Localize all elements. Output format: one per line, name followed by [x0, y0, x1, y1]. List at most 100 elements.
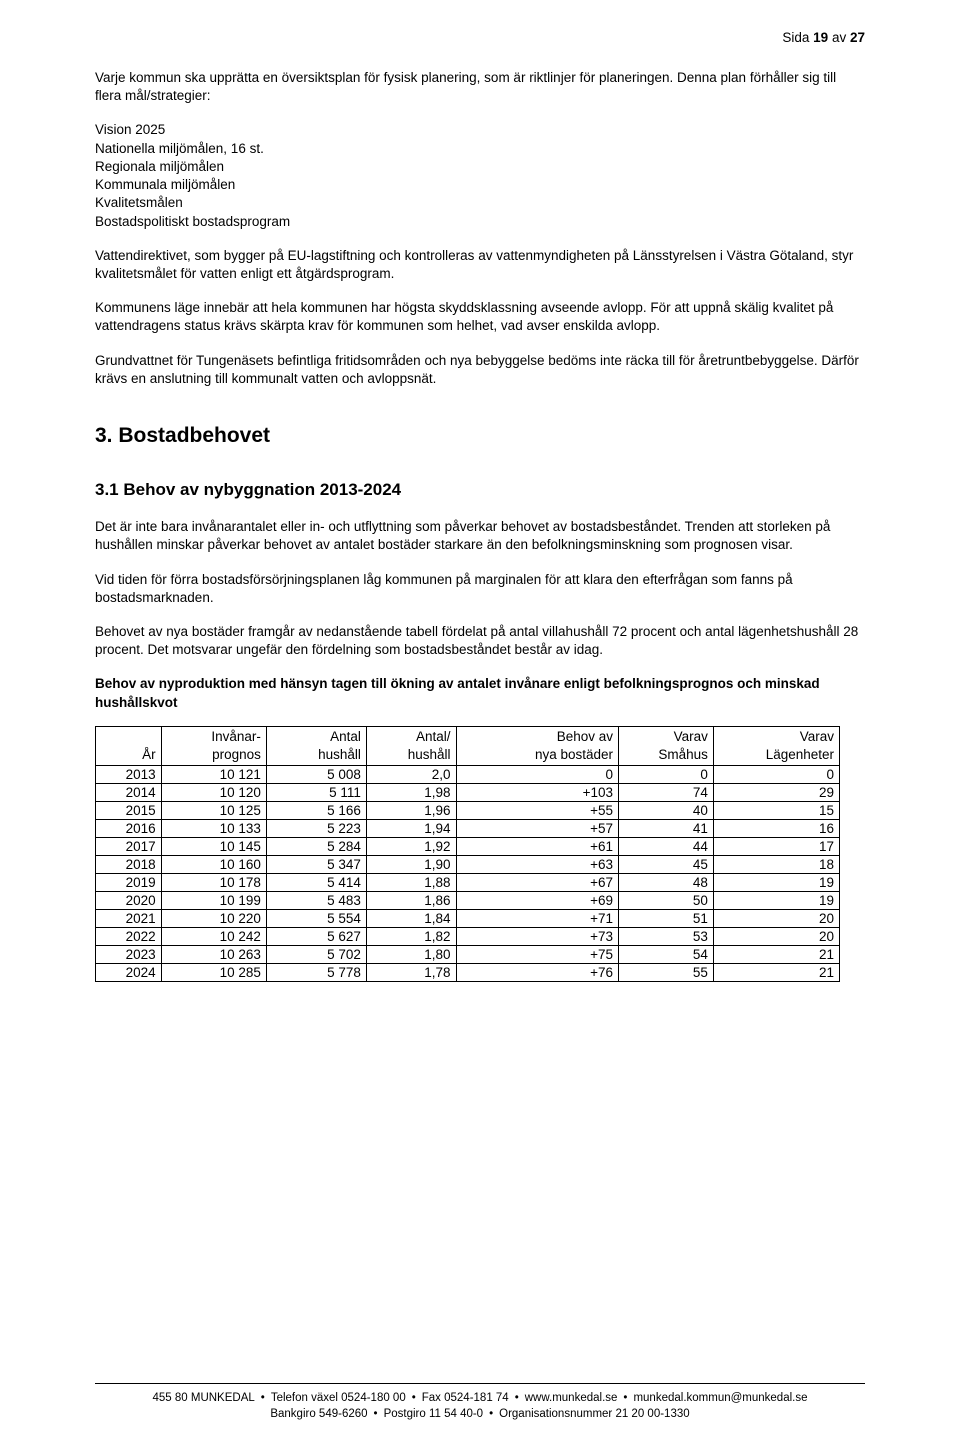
table-cell: 2014: [96, 784, 162, 802]
bullet-icon: •: [374, 1406, 378, 1422]
header-suffix: av: [828, 30, 850, 45]
table-cell: 1,92: [366, 838, 456, 856]
table-cell: +75: [456, 946, 619, 964]
table-row: 202210 2425 6271,82+735320: [96, 928, 840, 946]
table-cell: 1,98: [366, 784, 456, 802]
table-cell: 10 285: [161, 964, 266, 982]
header-bottom-line: hushåll: [272, 746, 361, 764]
header-prefix: Sida: [782, 30, 813, 45]
table-cell: +63: [456, 856, 619, 874]
table-header-cell: Antalhushåll: [266, 726, 366, 765]
header-bottom-line: År: [101, 746, 156, 764]
header-bottom-line: prognos: [167, 746, 261, 764]
table-cell: 0: [456, 766, 619, 784]
table-cell: +71: [456, 910, 619, 928]
footer-line-2: Bankgiro 549-6260•Postgiro 11 54 40-0•Or…: [40, 1406, 920, 1422]
table-cell: +67: [456, 874, 619, 892]
table-head: ÅrInvånar-prognosAntalhushållAntal/hushå…: [96, 726, 840, 765]
table-cell: 48: [619, 874, 714, 892]
table-body: 201310 1215 0082,0000201410 1205 1111,98…: [96, 766, 840, 982]
table-cell: 54: [619, 946, 714, 964]
table-cell: 19: [713, 892, 839, 910]
table-cell: 40: [619, 802, 714, 820]
table-row: 201410 1205 1111,98+1037429: [96, 784, 840, 802]
footer-postgiro: Postgiro 11 54 40-0: [384, 1408, 484, 1420]
table-cell: 74: [619, 784, 714, 802]
table-cell: 2024: [96, 964, 162, 982]
table-cell: 21: [713, 964, 839, 982]
list-block: Vision 2025 Nationella miljömålen, 16 st…: [95, 121, 865, 230]
table-cell: 2021: [96, 910, 162, 928]
table-cell: 1,88: [366, 874, 456, 892]
table-cell: 1,86: [366, 892, 456, 910]
table-cell: 15: [713, 802, 839, 820]
table-cell: 5 284: [266, 838, 366, 856]
table-cell: 1,80: [366, 946, 456, 964]
footer-address: 455 80 MUNKEDAL: [153, 1392, 255, 1404]
table-cell: 5 778: [266, 964, 366, 982]
list-item: Kommunala miljömålen: [95, 176, 865, 194]
table-header-cell: VaravSmåhus: [619, 726, 714, 765]
table-cell: 2023: [96, 946, 162, 964]
table-cell: 1,94: [366, 820, 456, 838]
table-cell: 2022: [96, 928, 162, 946]
table-cell: +103: [456, 784, 619, 802]
table-row: 202010 1995 4831,86+695019: [96, 892, 840, 910]
table-cell: 2019: [96, 874, 162, 892]
table-cell: 10 133: [161, 820, 266, 838]
table-cell: 1,78: [366, 964, 456, 982]
header-bottom-line: hushåll: [372, 746, 451, 764]
table-cell: 10 220: [161, 910, 266, 928]
heading-2: 3. Bostadbehovet: [95, 424, 865, 448]
table-header-cell: VaravLägenheter: [713, 726, 839, 765]
list-item: Vision 2025: [95, 121, 865, 139]
table-cell: 0: [619, 766, 714, 784]
page-total: 27: [850, 30, 865, 45]
table-cell: 10 242: [161, 928, 266, 946]
page-header: Sida 19 av 27: [95, 30, 865, 45]
table-row: 201610 1335 2231,94+574116: [96, 820, 840, 838]
table-header-cell: År: [96, 726, 162, 765]
table-cell: 17: [713, 838, 839, 856]
table-row: 201710 1455 2841,92+614417: [96, 838, 840, 856]
table-cell: 2016: [96, 820, 162, 838]
table-cell: 18: [713, 856, 839, 874]
header-top-line: Invånar-: [167, 728, 261, 746]
header-bottom-line: nya bostäder: [462, 746, 614, 764]
table-cell: 5 008: [266, 766, 366, 784]
table-cell: 44: [619, 838, 714, 856]
table-cell: 5 554: [266, 910, 366, 928]
table-cell: 1,90: [366, 856, 456, 874]
table-cell: 5 166: [266, 802, 366, 820]
table-row: 201310 1215 0082,0000: [96, 766, 840, 784]
table-cell: 5 414: [266, 874, 366, 892]
document-page: Sida 19 av 27 Varje kommun ska upprätta …: [0, 0, 960, 1442]
table-cell: 5 702: [266, 946, 366, 964]
footer-line-1: 455 80 MUNKEDAL•Telefon växel 0524-180 0…: [40, 1390, 920, 1406]
table-row: 201510 1255 1661,96+554015: [96, 802, 840, 820]
data-table: ÅrInvånar-prognosAntalhushållAntal/hushå…: [95, 726, 840, 982]
header-top-line: Behov av: [462, 728, 614, 746]
table-cell: 20: [713, 928, 839, 946]
table-cell: 29: [713, 784, 839, 802]
table-header-cell: Behov avnya bostäder: [456, 726, 619, 765]
table-cell: 10 199: [161, 892, 266, 910]
paragraph: Kommunens läge innebär att hela kommunen…: [95, 299, 865, 335]
footer-email: munkedal.kommun@munkedal.se: [633, 1392, 807, 1404]
header-top-line: Varav: [624, 728, 708, 746]
table-cell: +61: [456, 838, 619, 856]
table-cell: 2013: [96, 766, 162, 784]
table-cell: 53: [619, 928, 714, 946]
table-cell: +69: [456, 892, 619, 910]
paragraph: Varje kommun ska upprätta en översiktspl…: [95, 69, 865, 105]
table-cell: 5 347: [266, 856, 366, 874]
table-cell: 51: [619, 910, 714, 928]
footer-orgnr: Organisationsnummer 21 20 00-1330: [499, 1408, 690, 1420]
list-item: Bostadspolitiskt bostadsprogram: [95, 213, 865, 231]
footer-fax: Fax 0524-181 74: [422, 1392, 509, 1404]
table-cell: 1,84: [366, 910, 456, 928]
paragraph: Det är inte bara invånarantalet eller in…: [95, 518, 865, 554]
table-cell: 10 178: [161, 874, 266, 892]
table-row: 202110 2205 5541,84+715120: [96, 910, 840, 928]
table-cell: 10 121: [161, 766, 266, 784]
